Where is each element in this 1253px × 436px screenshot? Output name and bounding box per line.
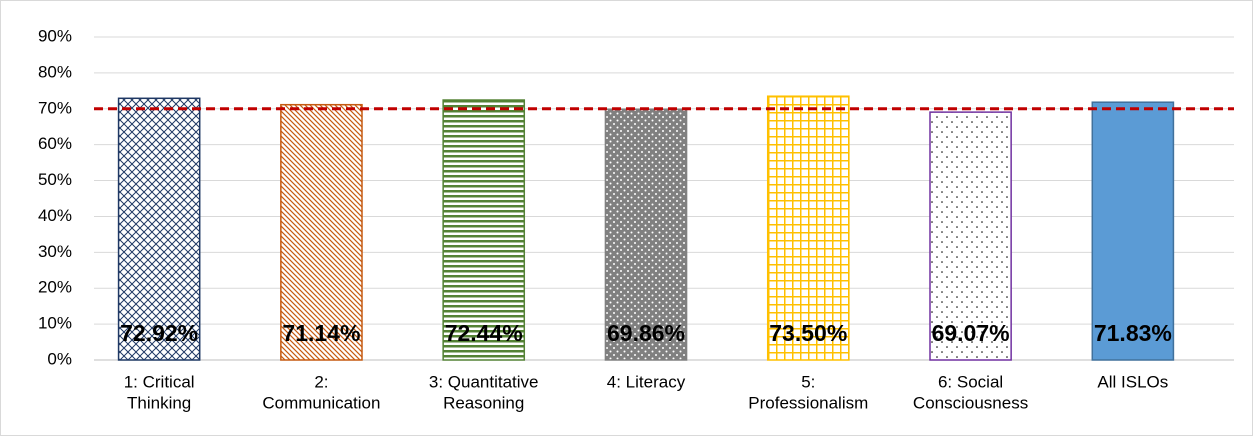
bar: [604, 108, 688, 361]
bar: [442, 99, 526, 361]
value-label: 71.83%: [1094, 320, 1172, 346]
y-tick-label: 50%: [38, 170, 72, 189]
y-tick-label: 90%: [38, 26, 72, 45]
x-tick-label: 1: Critical: [124, 372, 195, 391]
x-tick-label: Consciousness: [913, 393, 1028, 412]
y-tick-label: 60%: [38, 134, 72, 153]
y-tick-label: 40%: [38, 206, 72, 225]
bar: [280, 103, 363, 361]
value-label: 69.86%: [607, 320, 685, 346]
y-tick-label: 30%: [38, 242, 72, 261]
value-label: 72.44%: [445, 320, 523, 346]
x-tick-label: 3: Quantitative: [429, 372, 539, 391]
bar: [766, 95, 850, 361]
x-tick-label: Thinking: [127, 393, 191, 412]
x-tick-label: Communication: [262, 393, 380, 412]
x-tick-label: 2:: [314, 372, 328, 391]
y-tick-label: 20%: [38, 278, 72, 297]
x-tick-label: 5:: [801, 372, 815, 391]
bar: [1091, 101, 1175, 361]
bar: [117, 97, 201, 361]
x-tick-label: 4: Literacy: [607, 372, 686, 391]
value-label: 69.07%: [932, 320, 1010, 346]
y-tick-label: 10%: [38, 314, 72, 333]
bar: [929, 111, 1012, 361]
x-tick-label: All ISLOs: [1097, 372, 1168, 391]
y-tick-label: 0%: [47, 349, 72, 368]
value-label: 72.92%: [120, 320, 198, 346]
x-tick-label: Reasoning: [443, 393, 524, 412]
y-tick-label: 70%: [38, 98, 72, 117]
value-label: 73.50%: [769, 320, 847, 346]
x-tick-label: 6: Social: [938, 372, 1003, 391]
value-label: 71.14%: [282, 320, 360, 346]
y-tick-label: 80%: [38, 62, 72, 81]
x-tick-label: Professionalism: [748, 393, 868, 412]
